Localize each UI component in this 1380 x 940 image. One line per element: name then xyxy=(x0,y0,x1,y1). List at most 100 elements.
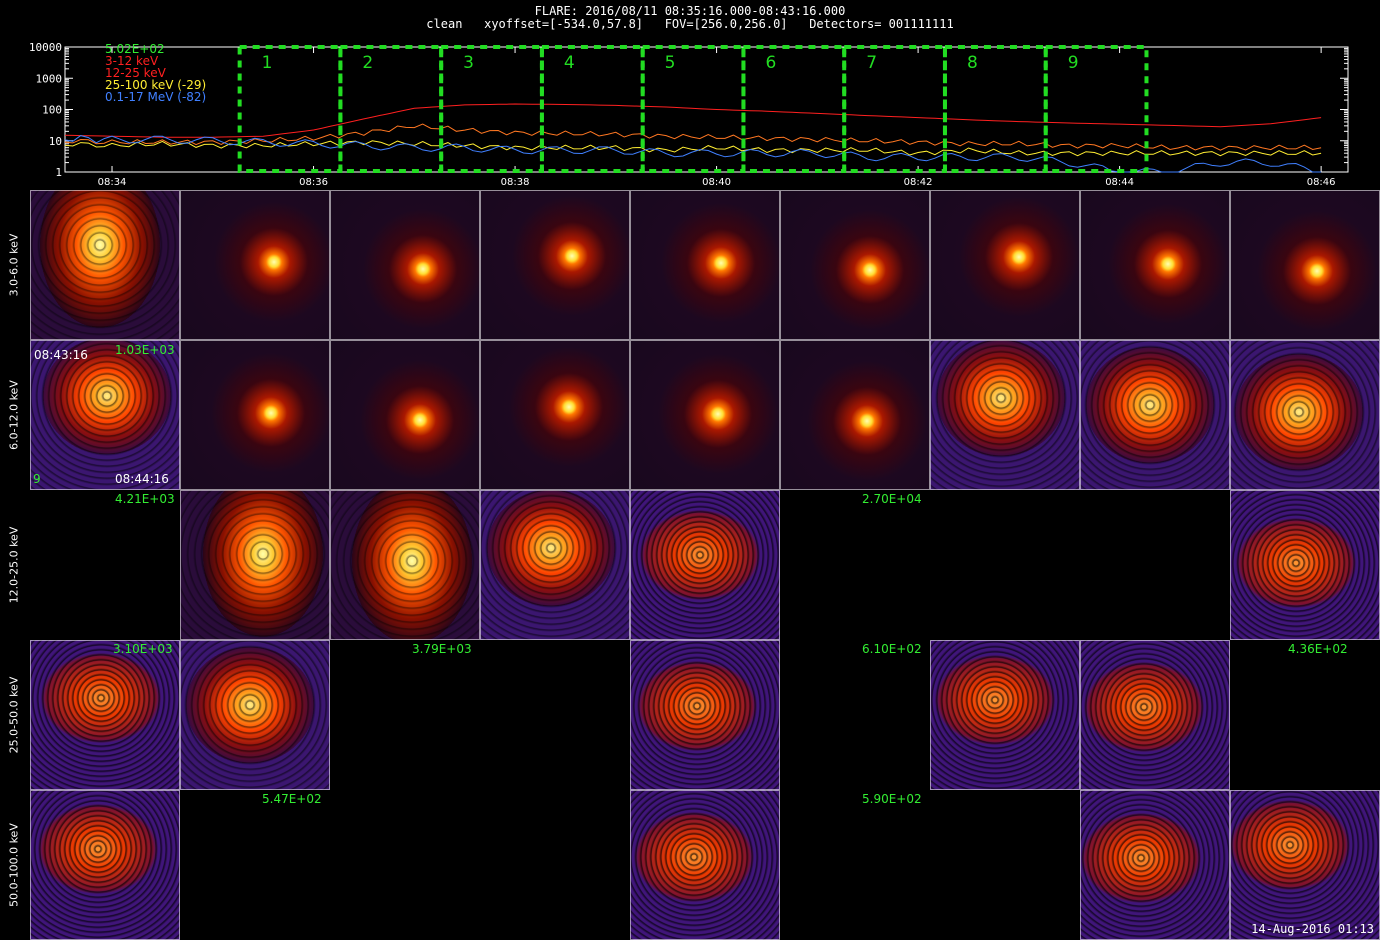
image-tile-noise xyxy=(630,640,780,790)
max-value-label: 2.70E+04 xyxy=(862,492,922,506)
interval-label: 1 xyxy=(262,53,273,73)
interval-box xyxy=(741,45,847,173)
image-tile-empty xyxy=(780,490,930,640)
x-tick-label: 08:44 xyxy=(1105,177,1134,188)
image-tile-point xyxy=(330,340,480,490)
image-tile-point xyxy=(930,190,1080,340)
x-tick-label: 08:34 xyxy=(98,177,127,188)
energy-band-label: 3.0-6.0 keV xyxy=(0,190,28,340)
legend-entry: 0.1-17 MeV (-82) xyxy=(105,90,206,104)
image-tile-compact xyxy=(330,490,480,640)
y-tick-label: 1000 xyxy=(36,72,63,85)
image-tile-noise xyxy=(30,790,180,940)
image-tile-point xyxy=(780,190,930,340)
y-tick-label: 10000 xyxy=(29,41,62,54)
image-tile-diffuse xyxy=(1230,340,1380,490)
energy-band-label: 25.0-50.0 keV xyxy=(0,640,28,790)
image-tile-point xyxy=(330,190,480,340)
x-tick-label: 08:38 xyxy=(501,177,530,188)
image-tile-point xyxy=(780,340,930,490)
series-line xyxy=(64,123,1322,151)
x-tick-label: 08:36 xyxy=(299,177,328,188)
plot-title: FLARE: 2016/08/11 08:35:16.000-08:43:16.… xyxy=(534,4,846,18)
footer-timestamp: 14-Aug-2016 01:13 xyxy=(1251,922,1374,936)
image-tile-diffuse xyxy=(30,340,180,490)
max-value-label: 5.47E+02 xyxy=(262,792,322,806)
image-tile-point xyxy=(1080,190,1230,340)
image-tile-point xyxy=(180,190,330,340)
image-tile-noise xyxy=(1080,640,1230,790)
image-tile-empty xyxy=(930,490,1080,640)
image-tile-empty xyxy=(480,790,630,940)
energy-band-label: 6.0-12.0 keV xyxy=(0,340,28,490)
image-tile-compact xyxy=(180,490,330,640)
legend-entry: 12-25 keV xyxy=(105,66,167,80)
max-value-label: 1.03E+03 xyxy=(115,343,175,357)
image-tile-point xyxy=(630,190,780,340)
interval-box xyxy=(539,45,645,173)
image-tile-noise xyxy=(1230,490,1380,640)
image-tile-empty xyxy=(330,790,480,940)
image-tile-empty xyxy=(930,790,1080,940)
lightcurve-plot: 10000 1000 100 10 1 08:34 08:36 08:38 08:40 08:42… xyxy=(29,41,1349,188)
interval-label: 9 xyxy=(1068,53,1079,73)
interval-label: 2 xyxy=(362,53,373,73)
image-tile-empty xyxy=(1230,640,1380,790)
max-value-label: 6.10E+02 xyxy=(862,642,922,656)
plot-parameters: clean xyoffset=[-534.0,57.8] FOV=[256.0,… xyxy=(426,17,954,31)
image-tile-empty xyxy=(1080,490,1230,640)
energy-band-text: 3.0-6.0 keV xyxy=(7,233,21,297)
max-value-label: 4.36E+02 xyxy=(1288,642,1348,656)
y-tick-label: 10 xyxy=(49,135,62,148)
interval-box xyxy=(439,45,544,173)
series-line xyxy=(64,140,1322,157)
interval-box xyxy=(942,45,1048,173)
interval-box xyxy=(338,45,444,173)
image-tile-noise xyxy=(630,490,780,640)
image-tile-empty xyxy=(780,640,930,790)
interval-box xyxy=(842,45,947,173)
interval-box xyxy=(640,45,746,173)
tile-time-end: 08:44:16 xyxy=(115,472,169,486)
energy-band-text: 12.0-25.0 keV xyxy=(7,526,21,604)
interval-box xyxy=(1043,45,1149,173)
image-tile-diffuse xyxy=(180,640,330,790)
image-tile-point xyxy=(630,340,780,490)
max-value-label: 5.90E+02 xyxy=(862,792,922,806)
image-tile-point xyxy=(480,340,630,490)
energy-band-text: 50.0-100.0 keV xyxy=(7,823,21,907)
image-tile-empty xyxy=(180,790,330,940)
image-tile-diffuse xyxy=(480,490,630,640)
x-tick-label: 08:40 xyxy=(702,177,731,188)
energy-band-text: 25.0-50.0 keV xyxy=(7,676,21,754)
x-tick-label: 08:46 xyxy=(1307,177,1336,188)
image-tile-noise xyxy=(1080,790,1230,940)
image-tile-noise xyxy=(630,790,780,940)
legend-entry: 25-100 keV (-29) xyxy=(105,78,206,92)
image-tile-diffuse xyxy=(1080,340,1230,490)
energy-band-label: 12.0-25.0 keV xyxy=(0,490,28,640)
max-value-label: 3.10E+03 xyxy=(113,642,173,656)
interval-box xyxy=(237,45,343,173)
image-tile-empty xyxy=(480,640,630,790)
image-tile-empty xyxy=(780,790,930,940)
tile-time-start: 08:43:16 xyxy=(34,348,88,362)
y-tick-label: 1 xyxy=(55,166,62,179)
image-tile-noise xyxy=(1230,790,1380,940)
image-tile-diffuse xyxy=(930,340,1080,490)
image-tile-point xyxy=(480,190,630,340)
max-value-label: 3.79E+03 xyxy=(412,642,472,656)
interval-label: 6 xyxy=(765,53,776,73)
max-value-label: 4.21E+03 xyxy=(115,492,175,506)
interval-label: 3 xyxy=(463,53,474,73)
energy-band-label: 50.0-100.0 keV xyxy=(0,790,28,940)
tile-index: 9 xyxy=(33,472,41,486)
image-tile-point xyxy=(1230,190,1380,340)
series-line xyxy=(64,103,1322,138)
series-line xyxy=(64,135,1322,173)
image-tile-compact xyxy=(30,190,180,340)
image-tile-point xyxy=(180,340,330,490)
interval-label: 5 xyxy=(665,53,676,73)
y-tick-label: 100 xyxy=(42,104,62,117)
legend-entry: 5.02E+02 xyxy=(105,42,165,56)
